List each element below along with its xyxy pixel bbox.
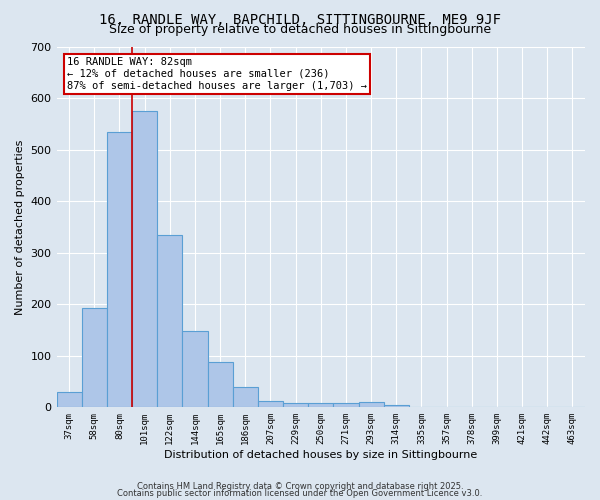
Text: Size of property relative to detached houses in Sittingbourne: Size of property relative to detached ho… xyxy=(109,22,491,36)
Text: Contains HM Land Registry data © Crown copyright and database right 2025.: Contains HM Land Registry data © Crown c… xyxy=(137,482,463,491)
Bar xyxy=(283,403,308,407)
Y-axis label: Number of detached properties: Number of detached properties xyxy=(15,139,25,314)
Bar xyxy=(359,402,383,407)
X-axis label: Distribution of detached houses by size in Sittingbourne: Distribution of detached houses by size … xyxy=(164,450,478,460)
Bar xyxy=(334,403,359,407)
Text: 16, RANDLE WAY, BAPCHILD, SITTINGBOURNE, ME9 9JF: 16, RANDLE WAY, BAPCHILD, SITTINGBOURNE,… xyxy=(99,12,501,26)
Bar xyxy=(383,405,409,407)
Bar xyxy=(208,362,233,408)
Bar xyxy=(258,401,283,407)
Bar xyxy=(82,308,107,408)
Bar xyxy=(107,132,132,407)
Bar xyxy=(157,234,182,408)
Text: 16 RANDLE WAY: 82sqm
← 12% of detached houses are smaller (236)
87% of semi-deta: 16 RANDLE WAY: 82sqm ← 12% of detached h… xyxy=(67,58,367,90)
Text: Contains public sector information licensed under the Open Government Licence v3: Contains public sector information licen… xyxy=(118,489,482,498)
Bar xyxy=(132,111,157,408)
Bar xyxy=(233,386,258,407)
Bar xyxy=(56,392,82,407)
Bar xyxy=(182,331,208,407)
Bar xyxy=(308,403,334,407)
